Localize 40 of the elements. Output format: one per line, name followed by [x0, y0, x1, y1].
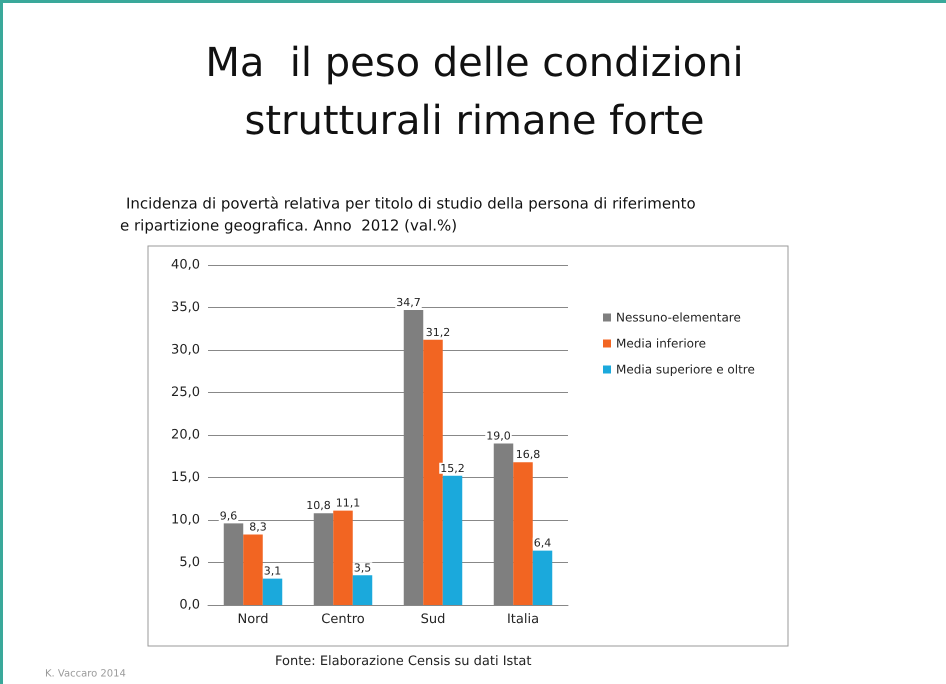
y-tick-label: 20,0	[171, 428, 200, 442]
data-label: 19,0	[486, 430, 511, 442]
bar	[532, 550, 552, 605]
bar	[352, 575, 372, 605]
legend-label: Media inferiore	[616, 336, 706, 350]
data-label: 15,2	[440, 462, 465, 475]
y-tick-label: 15,0	[171, 470, 200, 485]
y-tick-label: 25,0	[171, 385, 200, 400]
y-tick-label: 0,0	[179, 598, 200, 612]
data-label: 34,7	[396, 296, 421, 310]
data-label: 3,5	[354, 561, 372, 574]
data-label: 16,8	[516, 448, 540, 462]
legend-label: Nessuno-elementare	[616, 310, 741, 324]
data-label: 10,8	[306, 499, 331, 512]
y-tick-label: 10,0	[171, 512, 200, 528]
bar	[262, 578, 282, 605]
data-label: 3,1	[264, 564, 282, 578]
y-tick-label: 35,0	[171, 300, 200, 315]
bar	[513, 462, 533, 605]
x-tick-label: Sud	[420, 612, 446, 627]
data-label: 11,1	[336, 496, 360, 510]
data-label: 8,3	[249, 520, 267, 534]
y-tick-label: 5,0	[179, 555, 200, 570]
data-label: 31,2	[426, 326, 450, 339]
bar	[333, 510, 353, 605]
text: K. Vaccaro 2014	[45, 668, 126, 680]
bar	[243, 534, 263, 605]
chart-subtitle: Incidenza di povertà relativa per titolo di studio della persona di riferimento e ripartizione geografica. Anno 2012 (val.%)	[120, 194, 696, 234]
chart-title: Ma il peso delle condizioni strutturali rimane forte	[205, 40, 744, 144]
x-tick-label: Nord	[237, 612, 269, 627]
data-label: 6,4	[534, 536, 552, 550]
x-tick-label: Centro	[321, 612, 365, 627]
y-tick-label: 30,0	[171, 342, 200, 358]
y-tick-label: 40,0	[171, 258, 200, 272]
source-note: Fonte: Elaborazione Censis su dati Istat	[275, 654, 532, 669]
bar	[442, 476, 462, 605]
data-label: 9,6	[220, 509, 238, 522]
bar	[423, 340, 443, 605]
x-tick-label: Italia	[506, 612, 540, 627]
legend-label: Media superiore e oltre	[616, 362, 755, 376]
